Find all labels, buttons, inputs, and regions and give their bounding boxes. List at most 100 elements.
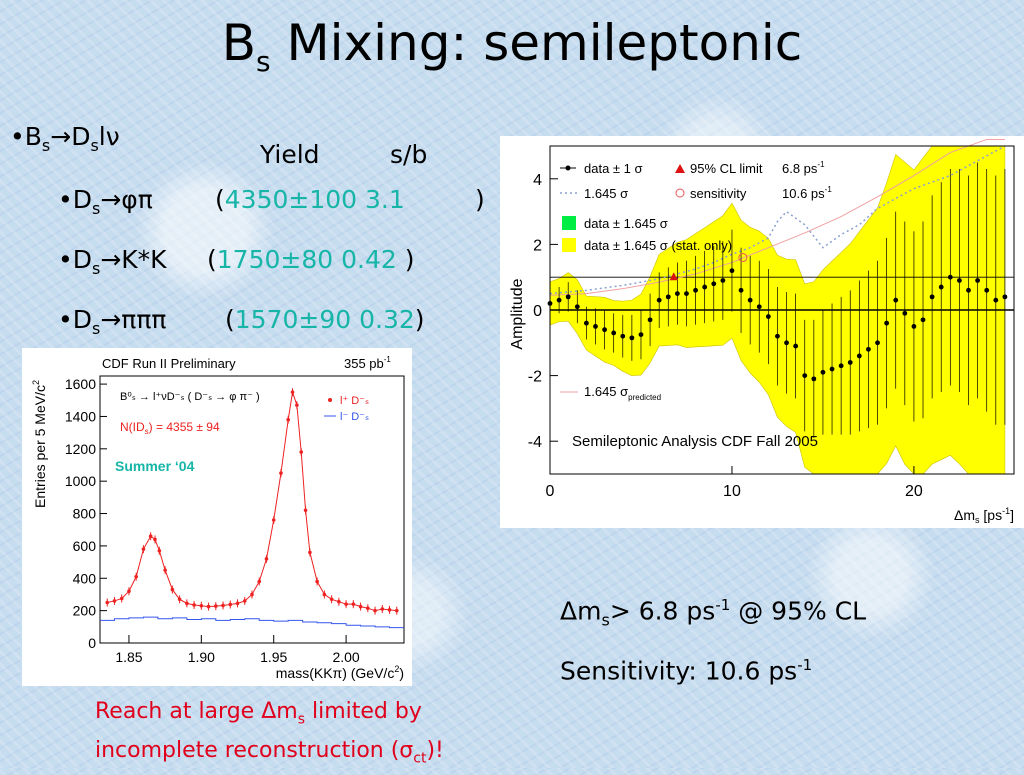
amp-data-point bbox=[984, 287, 990, 293]
amp-data-point bbox=[747, 297, 753, 303]
mass-data-point bbox=[387, 608, 392, 612]
mass-data-point bbox=[192, 603, 196, 607]
note-l1-sub: s bbox=[297, 711, 305, 728]
mass-data-point bbox=[127, 589, 131, 594]
mass-x-tick-label: 1.95 bbox=[260, 649, 287, 665]
amp-sensitivity-marker bbox=[738, 253, 748, 263]
mass-legend-decay: B⁰ₛ → l⁺νD⁻ₛ ( D⁻ₛ → φ π⁻ ) bbox=[120, 391, 260, 403]
amp-data-point bbox=[847, 360, 853, 365]
mass-data-point bbox=[303, 508, 308, 513]
amp-data-point bbox=[993, 297, 999, 303]
amp-data-point bbox=[620, 333, 626, 339]
mass-x-tick-label: 2.00 bbox=[332, 649, 359, 665]
bullet-main-arrow: →D bbox=[50, 122, 91, 151]
amp-predicted-curve bbox=[549, 138, 1005, 296]
note-l1-post: limited by bbox=[304, 699, 422, 724]
mass-data-point bbox=[112, 599, 117, 603]
mass-data-point bbox=[351, 602, 356, 606]
row-sb: 3.1 bbox=[365, 185, 405, 214]
amp-data-point bbox=[647, 317, 653, 323]
amp-x-axis-label: Δms [ps-1] bbox=[954, 506, 1014, 525]
row-label-post: →πππ bbox=[100, 305, 167, 334]
note-l2-sub: ct bbox=[413, 750, 427, 767]
amp-x-tick-label: 20 bbox=[905, 483, 923, 500]
row-sb: 0.32 bbox=[359, 305, 415, 334]
sensitivity-result: Sensitivity: 10.6 ps-1 bbox=[560, 656, 812, 685]
amplitude-plot-panel: 4 2 0 -2 -4 0 10 20 Δms [ps-1] Amplitude data ± 1 … bbox=[500, 136, 1024, 528]
mass-legend-yield: N(IDs) = 4355 ± 94 bbox=[120, 420, 220, 436]
row-label-sub: s bbox=[92, 259, 101, 278]
amp-data-point bbox=[929, 294, 935, 300]
limit-post: @ 95% CL bbox=[730, 596, 867, 626]
amp-legend-cl-label: 95% CL limit bbox=[690, 161, 763, 176]
mass-data-point bbox=[242, 599, 247, 603]
row-yield: 4350±100 bbox=[224, 185, 358, 214]
amp-data-point bbox=[902, 310, 908, 316]
sens-sup: -1 bbox=[797, 656, 813, 674]
row-label-sub: s bbox=[92, 319, 101, 338]
amp-legend-yellow-label: data ± 1.645 σ (stat. only) bbox=[584, 238, 732, 253]
mass-data-point bbox=[157, 548, 162, 553]
mass-y-tick-label: 400 bbox=[73, 570, 97, 586]
mass-plot-lumi: 355 pb-1 bbox=[344, 355, 391, 371]
mass-y-tick-label: 1000 bbox=[65, 473, 96, 489]
mass-summer-tag: Summer ‘04 bbox=[115, 458, 195, 474]
reach-note-line1: Reach at large Δms limited by bbox=[95, 696, 444, 735]
mass-data-point bbox=[366, 606, 370, 611]
mass-legend-rs-marker bbox=[328, 398, 332, 402]
amp-legend-green-label: data ± 1.645 σ bbox=[584, 216, 668, 231]
row-label-pre: •D bbox=[58, 185, 92, 214]
amp-data-point bbox=[674, 291, 680, 296]
amp-legend-data-label: data ± 1 σ bbox=[584, 161, 643, 176]
limit-sub: s bbox=[601, 610, 610, 630]
amp-data-point bbox=[756, 304, 762, 310]
sens-pre: Sensitivity: 10.6 ps bbox=[560, 656, 798, 686]
amp-data-point bbox=[820, 369, 826, 375]
amp-data-point bbox=[893, 297, 899, 303]
amp-data-point bbox=[884, 320, 890, 326]
mass-data-point bbox=[290, 390, 295, 394]
mass-data-point bbox=[344, 602, 348, 606]
bullet-main-sub2: s bbox=[90, 136, 99, 155]
mass-plot-panel: CDF Run II Preliminary 355 pb-1 0 200 400 600… bbox=[22, 348, 412, 686]
amp-y-tick-label: 2 bbox=[533, 237, 542, 254]
amp-legend-cl-marker bbox=[675, 164, 685, 173]
mass-data-point bbox=[177, 597, 182, 602]
mass-y-tick-label: 600 bbox=[73, 538, 97, 554]
note-l1-pre: Reach at large Δm bbox=[95, 699, 298, 724]
amp-data-point bbox=[565, 294, 571, 300]
amp-data-point bbox=[975, 278, 981, 283]
reach-note-line2: incomplete reconstruction (σct)! bbox=[95, 735, 444, 774]
amp-data-point bbox=[611, 330, 617, 336]
header-yield: Yield bbox=[260, 140, 320, 169]
decay-row: •Ds→πππ bbox=[58, 305, 166, 338]
amp-data-point bbox=[866, 346, 871, 352]
mass-y-tick-label: 1400 bbox=[65, 408, 96, 424]
mass-data-point bbox=[119, 596, 124, 601]
mass-data-point bbox=[228, 602, 233, 607]
mass-plot-title: CDF Run II Preliminary bbox=[102, 356, 236, 371]
amp-data-point bbox=[793, 343, 799, 349]
mass-data-point bbox=[329, 597, 334, 602]
amp-data-point bbox=[811, 376, 817, 382]
amp-legend-cl-value: 6.8 ps-1 bbox=[782, 160, 825, 176]
amp-data-point bbox=[556, 297, 562, 303]
amp-data-point bbox=[957, 278, 962, 283]
mass-data-point bbox=[315, 579, 319, 584]
mass-data-point bbox=[286, 417, 290, 422]
limit-pre: Δm bbox=[560, 596, 602, 626]
decay-row: •Ds→K*K bbox=[58, 245, 167, 278]
mass-x-tick-label: 1.90 bbox=[188, 649, 215, 665]
amp-legend-sens-value: 10.6 ps-1 bbox=[782, 185, 832, 201]
title-sub: s bbox=[256, 45, 271, 78]
amp-data-point bbox=[947, 274, 953, 280]
amp-data-point bbox=[738, 287, 744, 293]
amp-data-point bbox=[665, 294, 671, 300]
amp-x-tick-label: 10 bbox=[723, 483, 741, 500]
row-sb: 0.42 bbox=[341, 245, 397, 274]
amp-x-tick-label: 0 bbox=[546, 483, 555, 500]
mass-data-point bbox=[279, 471, 283, 475]
row-label-post: →K*K bbox=[100, 245, 167, 274]
amp-plot-title: Semileptonic Analysis CDF Fall 2005 bbox=[572, 433, 818, 450]
